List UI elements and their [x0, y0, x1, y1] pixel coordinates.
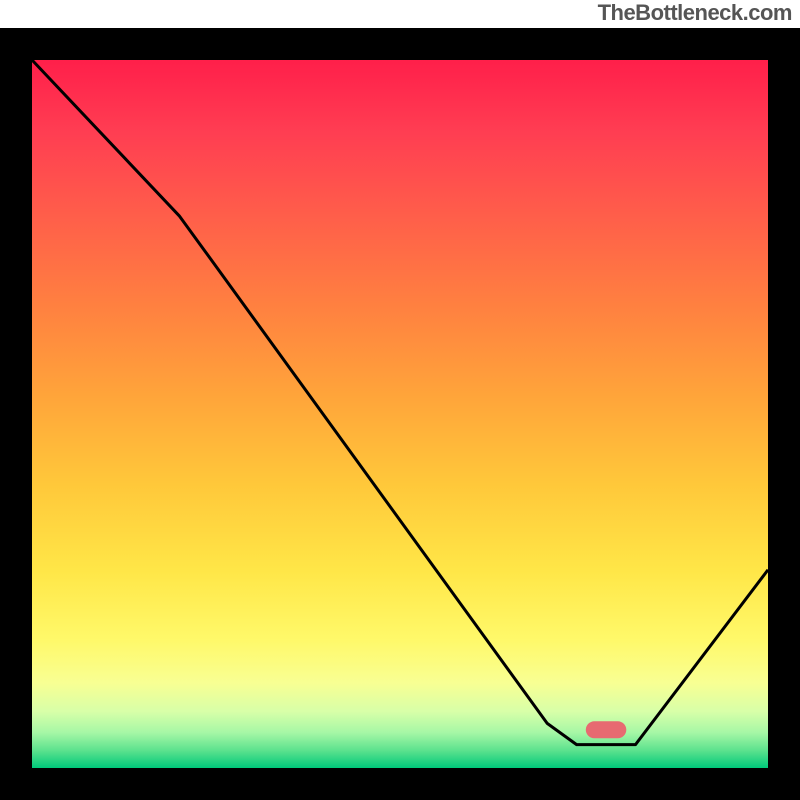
- frame-border-left: [0, 28, 32, 800]
- frame-border-right: [768, 28, 800, 800]
- chart-frame: TheBottleneck.com: [0, 0, 800, 800]
- frame-border-top: [0, 28, 800, 60]
- optimal-marker: [586, 721, 627, 738]
- frame-border-bottom: [0, 768, 800, 800]
- gradient-background: [32, 60, 768, 768]
- plot-area: [32, 60, 768, 768]
- watermark-text: TheBottleneck.com: [598, 0, 792, 26]
- bottleneck-chart-svg: [32, 60, 768, 768]
